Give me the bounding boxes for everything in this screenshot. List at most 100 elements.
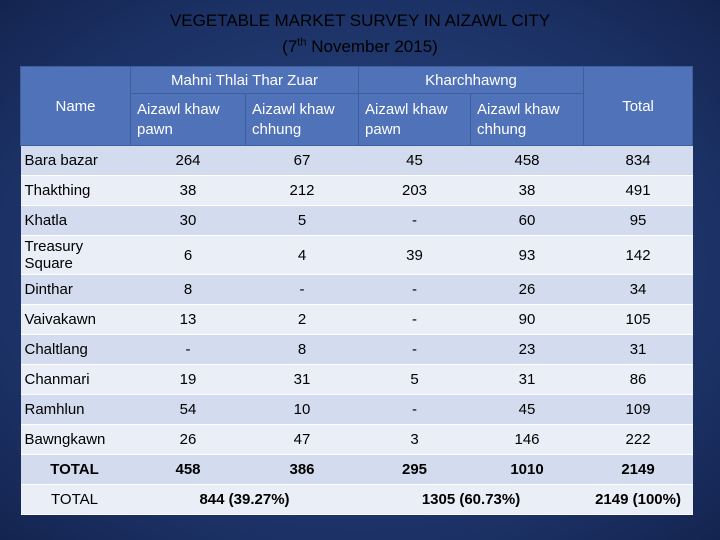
cell: 10 — [245, 394, 359, 425]
cell: 491 — [583, 175, 693, 206]
cell: 8 — [245, 334, 359, 365]
cell: 6 — [130, 235, 246, 275]
row-name: Bawngkawn — [20, 424, 131, 455]
cell: 109 — [583, 394, 693, 425]
cell: 31 — [583, 334, 693, 365]
cell: 26 — [470, 274, 584, 305]
row-name: Treasury Square — [20, 235, 131, 275]
row-name: Thakthing — [20, 175, 131, 206]
cell: - — [358, 334, 471, 365]
cell: 86 — [583, 364, 693, 395]
table-row: Ramhlun 54 10-45 109 — [20, 394, 693, 425]
table-header: Name Mahni Thlai Thar Zuar Kharchhawng T… — [20, 66, 694, 146]
cell: - — [358, 205, 471, 236]
title-sup: th — [297, 36, 307, 49]
table-row: Bawngkawn 26 47 3 146 222 — [20, 424, 693, 455]
cell: 54 — [130, 394, 246, 425]
header-row: Name Mahni Thlai Thar Zuar Kharchhawng T… — [20, 66, 694, 146]
cell: 834 — [583, 145, 693, 176]
title-line: VEGETABLE MARKET SURVEY IN AIZAWL CITY — [169, 11, 551, 30]
cell: 5 — [245, 205, 359, 236]
cell: 264 — [130, 145, 246, 176]
cell: 3 — [358, 424, 471, 455]
table-row: Chanmari 19 31 5 31 86 — [20, 364, 693, 395]
table-row: Treasury Square 6 4 39 93 142 — [20, 235, 693, 275]
subheader-cell: Aizawl khaw chhung — [470, 93, 585, 146]
cell: 1010 — [470, 454, 584, 485]
table-row: Bara bazar 264 67 45 458 834 — [20, 145, 693, 176]
cell: 458 — [470, 145, 584, 176]
cell: 1305 (60.73%) — [358, 484, 584, 515]
row-name: Chaltlang — [20, 334, 131, 365]
cell: 222 — [583, 424, 693, 455]
row-name: TOTAL — [20, 484, 131, 515]
table-row: TOTAL 844 (39.27%) 1305 (60.73%) 2149 (100%… — [20, 484, 693, 515]
cell: 203 — [358, 175, 471, 206]
cell: 38 — [130, 175, 246, 206]
cell: - — [245, 274, 359, 305]
cell: 105 — [583, 304, 693, 335]
cell: 458 — [130, 454, 246, 485]
cell: 295 — [358, 454, 471, 485]
header-cell: Name — [20, 66, 131, 146]
subheader-cell: Aizawl khaw pawn — [130, 93, 246, 146]
subheader-cell: Aizawl khaw pawn — [358, 93, 472, 146]
row-name: Bara bazar — [20, 145, 131, 176]
cell: - — [358, 304, 471, 335]
title-line: (7th November 2015) — [0, 34, 720, 60]
cell: - — [130, 334, 246, 365]
cell: 23 — [470, 334, 584, 365]
cell: 146 — [470, 424, 584, 455]
header-row: Aizawl khaw pawn Aizawl khaw chhung Aizawl… — [21, 93, 693, 146]
table-row: TOTAL 458 386 295 1010 2149 — [20, 454, 693, 485]
row-name: Dinthar — [20, 274, 131, 305]
title-part: (7 — [282, 37, 298, 56]
row-name: Chanmari — [20, 364, 131, 395]
cell: 8 — [130, 274, 246, 305]
cell: 31 — [245, 364, 359, 395]
cell: 4 — [245, 235, 359, 275]
survey-table: Name Mahni Thlai Thar Zuar Kharchhawng T… — [20, 66, 694, 515]
row-name: Vaivakawn — [20, 304, 131, 335]
cell: 212 — [245, 175, 359, 206]
cell: 844 (39.27%) — [130, 484, 359, 515]
cell: 2149 — [583, 454, 693, 485]
cell: 45 — [470, 394, 584, 425]
cell: 93 — [470, 235, 584, 275]
cell: 30 — [130, 205, 246, 236]
table-row: Dinthar 8- -26 34 — [20, 274, 693, 305]
header-cell: Kharchhawng — [358, 66, 585, 94]
table-row: Khatla 30 5-60 95 — [20, 205, 693, 236]
table-row: Vaivakawn 13 2-90 105 — [20, 304, 693, 335]
title-part: November 2015) — [306, 37, 438, 56]
cell: 95 — [583, 205, 693, 236]
cell: 142 — [583, 235, 693, 275]
cell: 2149 (100%) — [583, 484, 693, 515]
cell: - — [358, 274, 471, 305]
header-cell: Mahni Thlai Thar Zuar — [129, 66, 360, 94]
cell: 19 — [130, 364, 246, 395]
row-name: Ramhlun — [20, 394, 131, 425]
cell: 47 — [245, 424, 359, 455]
cell: 13 — [130, 304, 246, 335]
row-name: TOTAL — [20, 454, 131, 485]
cell: 2 — [245, 304, 359, 335]
table-body: Bara bazar 264 67 45 458 834 Thakthing 38 212 203… — [20, 145, 693, 515]
row-name: Khatla — [20, 205, 131, 236]
cell: 31 — [470, 364, 584, 395]
cell: 26 — [130, 424, 246, 455]
subheader-cell: Aizawl khaw chhung — [244, 93, 360, 146]
title: VEGETABLE MARKET SURVEY IN AIZAWL CITY (… — [0, 8, 720, 60]
cell: 386 — [245, 454, 359, 485]
cell: 38 — [470, 175, 584, 206]
cell: 39 — [358, 235, 471, 275]
cell: 34 — [583, 274, 693, 305]
cell: - — [358, 394, 471, 425]
cell: 45 — [358, 145, 471, 176]
table-row: Thakthing 38 212 203 38 491 — [20, 175, 693, 206]
table-row: Chaltlang -8-23 31 — [20, 334, 693, 365]
cell: 60 — [470, 205, 584, 236]
cell: 67 — [245, 145, 359, 176]
cell: 90 — [470, 304, 584, 335]
